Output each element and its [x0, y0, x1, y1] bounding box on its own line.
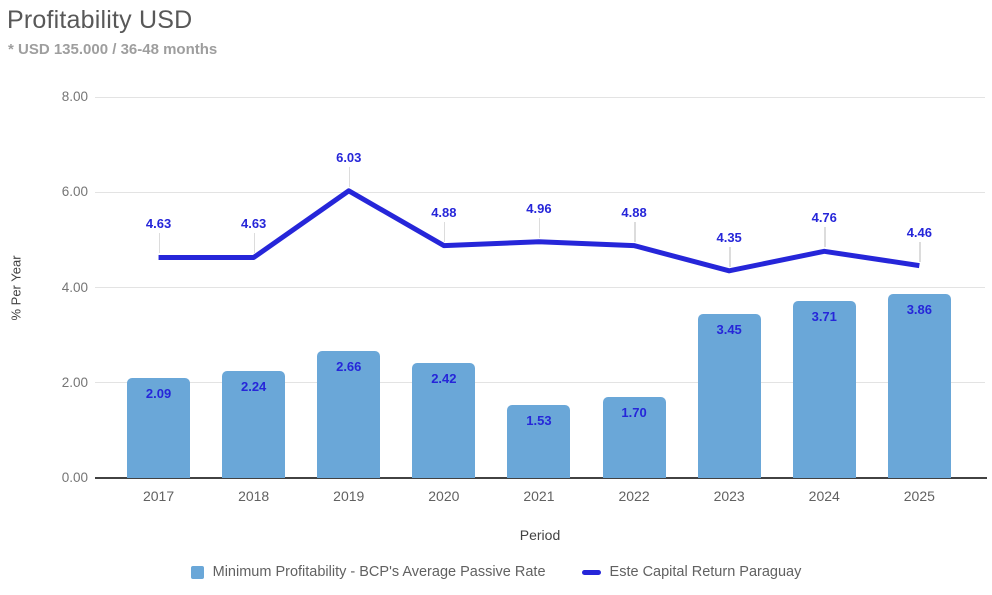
bar-value-label: 1.53 — [526, 413, 552, 429]
bar — [127, 378, 191, 478]
label-leader-line — [253, 233, 256, 254]
line-point-label: 4.46 — [906, 224, 932, 240]
y-tick-label: 4.00 — [61, 279, 88, 295]
x-axis-title: Period — [519, 527, 561, 543]
bar-value-label: 2.24 — [240, 379, 267, 395]
bar-value-label: 3.45 — [716, 321, 742, 337]
bar — [602, 397, 666, 478]
y-gridline — [95, 96, 985, 98]
bar-value-label: 3.86 — [906, 302, 932, 318]
line-point-label: 4.76 — [811, 210, 837, 226]
legend-item-minimum-profitability: Minimum Profitability - BCP's Average Pa… — [190, 564, 546, 580]
y-tick-label: 0.00 — [61, 470, 88, 485]
bar-value-label: 2.66 — [336, 359, 362, 375]
line-point-label: 4.88 — [431, 204, 457, 220]
bar — [697, 313, 761, 478]
x-axis-line — [95, 477, 987, 479]
label-leader-line — [634, 221, 636, 242]
label-leader-line — [729, 246, 731, 267]
line-point-label: 4.35 — [716, 229, 742, 245]
bar — [792, 301, 856, 478]
legend-bar-swatch-icon — [190, 565, 204, 579]
x-tick-label: 2021 — [523, 488, 555, 504]
label-leader-line — [443, 221, 446, 242]
x-tick-label: 2017 — [142, 488, 175, 504]
legend-label: Este Capital Return Paraguay — [609, 564, 802, 580]
label-leader-line — [824, 227, 826, 248]
bar-value-label: 2.42 — [431, 370, 457, 386]
x-tick-label: 2019 — [333, 488, 365, 504]
chart-title: Profitability USD — [7, 6, 193, 34]
x-tick-label: 2020 — [428, 488, 460, 504]
y-gridline — [95, 382, 985, 384]
bar-value-label: 1.70 — [621, 405, 647, 421]
line-point-label: 4.63 — [240, 216, 267, 232]
bar-value-label: 2.09 — [145, 386, 172, 402]
x-tick-label: 2024 — [808, 488, 840, 504]
bar — [222, 371, 286, 478]
bar — [887, 294, 951, 478]
legend-item-este-capital-return: Este Capital Return Paraguay — [581, 564, 802, 580]
bar-value-label: 3.71 — [811, 309, 837, 325]
label-leader-line — [158, 233, 161, 254]
line-point-label: 6.03 — [336, 149, 362, 165]
x-tick-label: 2022 — [618, 488, 650, 504]
label-leader-line — [919, 241, 921, 262]
line-point-label: 4.88 — [621, 204, 647, 220]
chart-subtitle: * USD 135.000 / 36-48 months — [8, 41, 218, 58]
bar — [317, 351, 381, 478]
y-gridline — [95, 191, 985, 193]
line-point-label: 4.63 — [145, 216, 172, 232]
bar — [412, 362, 476, 478]
y-tick-label: 8.00 — [61, 89, 88, 104]
x-tick-label: 2023 — [713, 488, 745, 504]
line-point-label: 4.96 — [526, 200, 552, 216]
y-tick-label: 6.00 — [61, 184, 88, 200]
legend-line-swatch-icon — [581, 569, 601, 575]
y-gridline — [95, 287, 985, 288]
x-tick-label: 2018 — [238, 488, 270, 504]
y-tick-label: 2.00 — [61, 374, 88, 390]
legend-label: Minimum Profitability - BCP's Average Pa… — [212, 564, 546, 580]
x-tick-label: 2025 — [903, 488, 935, 504]
label-leader-line — [348, 166, 351, 187]
y-axis-title: % Per Year — [8, 255, 24, 321]
label-leader-line — [538, 217, 541, 238]
bar — [507, 405, 571, 478]
legend: Minimum Profitability - BCP's Average Pa… — [0, 564, 992, 580]
